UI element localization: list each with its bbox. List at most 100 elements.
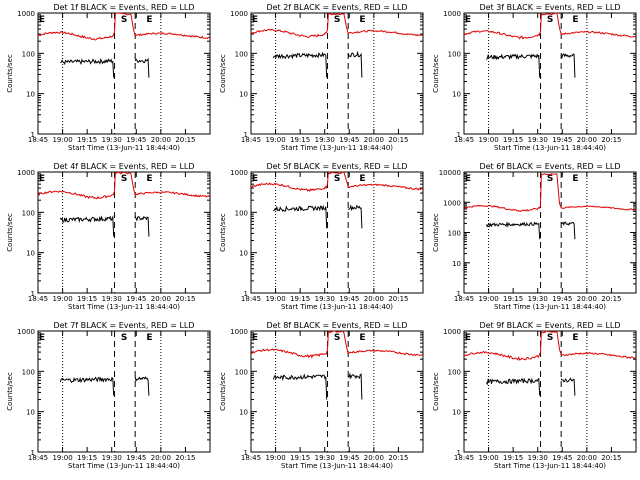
events-series-line xyxy=(560,221,576,240)
y-tick-label: 100 xyxy=(448,230,461,238)
x-tick-label: 20:00 xyxy=(151,295,171,303)
y-tick-label: 1 xyxy=(244,290,248,298)
x-tick-label: 20:00 xyxy=(151,454,171,462)
x-tick-label: 20:00 xyxy=(151,136,171,144)
x-axis-label: Start Time (13-Jun-11 18:44:40) xyxy=(494,144,606,152)
lld-series-line xyxy=(250,171,423,192)
marker-s: S xyxy=(121,333,127,343)
x-tick-label: 19:00 xyxy=(265,295,285,303)
panel-title: Det 9f BLACK = Events, RED = LLD xyxy=(479,321,620,330)
marker-e-end: E xyxy=(359,15,365,25)
y-tick-label: 1000 xyxy=(443,10,461,18)
events-series-line xyxy=(485,377,541,396)
events-series-line xyxy=(347,372,363,400)
plot-frame xyxy=(463,171,637,294)
marker-e-start: E xyxy=(252,333,258,343)
panel-title: Det 8f BLACK = Events, RED = LLD xyxy=(266,321,407,330)
y-tick-label: 10 xyxy=(239,409,248,417)
events-series-line xyxy=(134,57,150,78)
panel-det-7: Det 7f BLACK = Events, RED = LLD 1 10 100 10… xyxy=(6,321,211,470)
panel-det-8: Det 8f BLACK = Events, RED = LLD 1 10 100 10… xyxy=(219,321,424,470)
marker-e-start: E xyxy=(39,174,45,184)
events-series-line xyxy=(59,215,115,237)
x-tick-label: 19:45 xyxy=(126,454,146,462)
panel-det-9: Det 9f BLACK = Events, RED = LLD 1 10 100 10… xyxy=(432,321,637,470)
plot-frame xyxy=(37,12,211,135)
y-tick-label: 1 xyxy=(457,449,461,457)
lld-series-line xyxy=(463,330,636,361)
x-tick-label: 20:00 xyxy=(364,295,384,303)
x-tick-label: 19:45 xyxy=(552,295,572,303)
x-tick-label: 18:45 xyxy=(28,454,48,462)
events-series-line xyxy=(485,53,541,78)
y-tick-label: 1000 xyxy=(230,328,248,336)
events-series-line xyxy=(560,377,576,396)
x-tick-label: 20:15 xyxy=(175,454,195,462)
x-tick-label: 20:00 xyxy=(577,295,597,303)
y-tick-label: 10 xyxy=(26,91,35,99)
y-tick-label: 100 xyxy=(235,50,248,58)
events-series-line xyxy=(560,53,576,78)
y-tick-label: 1 xyxy=(457,290,461,298)
x-axis-label: Start Time (13-Jun-11 18:44:40) xyxy=(281,303,393,311)
lld-series-line xyxy=(463,12,636,40)
x-tick-label: 19:30 xyxy=(315,454,335,462)
marker-e-end: E xyxy=(146,15,152,25)
lld-series-line xyxy=(37,12,210,41)
x-tick-label: 19:30 xyxy=(102,295,122,303)
plot-frame xyxy=(250,330,424,453)
y-axis-label: Counts/sec xyxy=(432,54,440,93)
events-series-line xyxy=(485,221,541,240)
marker-s: S xyxy=(547,333,553,343)
plot-frame xyxy=(37,171,211,294)
x-axis-label: Start Time (13-Jun-11 18:44:40) xyxy=(281,462,393,470)
x-tick-label: 19:30 xyxy=(528,136,548,144)
plot-frame xyxy=(37,330,211,453)
marker-e-end: E xyxy=(572,333,578,343)
marker-s: S xyxy=(547,15,553,25)
marker-e-end: E xyxy=(572,174,578,184)
plot-frame xyxy=(250,171,424,294)
x-tick-label: 19:45 xyxy=(339,295,359,303)
panel-det-3: Det 3f BLACK = Events, RED = LLD 1 10 100 10… xyxy=(432,3,637,152)
y-tick-label: 10 xyxy=(239,250,248,258)
y-axis-label: Counts/sec xyxy=(432,372,440,411)
marker-e-start: E xyxy=(252,174,258,184)
panel-title: Det 5f BLACK = Events, RED = LLD xyxy=(266,162,407,171)
x-tick-label: 19:15 xyxy=(503,295,523,303)
y-tick-label: 1 xyxy=(244,131,248,139)
marker-e-start: E xyxy=(39,333,45,343)
y-axis-label: Counts/sec xyxy=(6,372,14,411)
marker-s: S xyxy=(121,15,127,25)
x-tick-label: 18:45 xyxy=(454,295,474,303)
x-tick-label: 20:15 xyxy=(175,295,195,303)
y-tick-label: 10 xyxy=(452,409,461,417)
x-tick-label: 18:45 xyxy=(454,136,474,144)
x-tick-label: 19:45 xyxy=(552,136,572,144)
x-tick-label: 20:15 xyxy=(175,136,195,144)
x-tick-label: 19:15 xyxy=(290,454,310,462)
y-tick-label: 10 xyxy=(452,91,461,99)
y-tick-label: 10000 xyxy=(439,169,461,177)
panel-title: Det 7f BLACK = Events, RED = LLD xyxy=(53,321,194,330)
x-tick-label: 20:00 xyxy=(364,136,384,144)
marker-s: S xyxy=(547,174,553,184)
x-tick-label: 18:45 xyxy=(454,454,474,462)
x-tick-label: 19:45 xyxy=(126,295,146,303)
panel-det-6: Det 6f BLACK = Events, RED = LLD 1 10 100 10… xyxy=(432,162,637,311)
marker-e-start: E xyxy=(465,15,471,25)
events-series-line xyxy=(273,204,328,229)
y-tick-label: 1 xyxy=(244,449,248,457)
events-series-line xyxy=(60,57,115,78)
marker-e-start: E xyxy=(252,15,258,25)
x-axis-label: Start Time (13-Jun-11 18:44:40) xyxy=(494,462,606,470)
marker-e-end: E xyxy=(572,15,578,25)
y-tick-label: 1 xyxy=(31,131,35,139)
y-tick-label: 100 xyxy=(448,50,461,58)
y-tick-label: 1000 xyxy=(17,10,35,18)
y-axis-label: Counts/sec xyxy=(219,54,227,93)
x-tick-label: 19:15 xyxy=(77,136,97,144)
events-series-line xyxy=(134,376,150,396)
x-tick-label: 19:30 xyxy=(102,136,122,144)
x-tick-label: 19:45 xyxy=(126,136,146,144)
